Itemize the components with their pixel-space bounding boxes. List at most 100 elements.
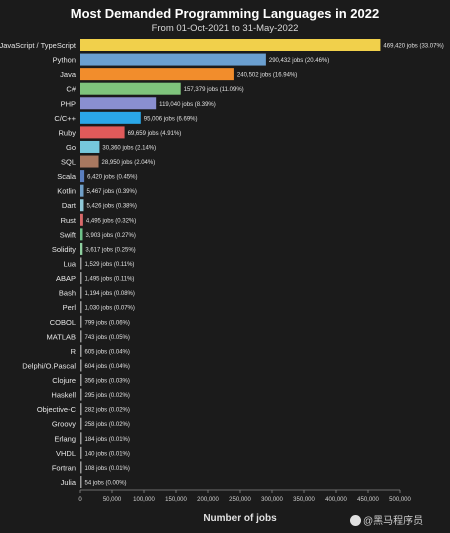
bar-matlab bbox=[80, 330, 82, 343]
data-label-javascript-typescript: 469,420 jobs (33.07%) bbox=[383, 44, 443, 50]
category-label-ruby: Ruby bbox=[58, 128, 76, 137]
category-label-solidity: Solidity bbox=[52, 245, 76, 254]
x-tick-label: 0 bbox=[78, 497, 82, 503]
data-label-java: 240,502 jobs (16.94%) bbox=[237, 73, 297, 79]
data-label-sql: 28,950 jobs (2.04%) bbox=[102, 160, 156, 166]
data-label-vhdl: 140 jobs (0.01%) bbox=[85, 451, 130, 457]
x-tick-label: 50,000 bbox=[103, 497, 122, 503]
bar-ruby bbox=[80, 126, 125, 139]
category-label-javascript-typescript: JavaScript / TypeScript bbox=[0, 41, 77, 50]
data-label-solidity: 3,617 jobs (0.25%) bbox=[85, 247, 135, 253]
category-label-delphi-o-pascal: Delphi/O.Pascal bbox=[22, 361, 76, 370]
data-label-delphi-o-pascal: 604 jobs (0.04%) bbox=[85, 364, 130, 370]
data-label-groovy: 258 jobs (0.02%) bbox=[85, 422, 130, 428]
category-label-haskell: Haskell bbox=[51, 391, 76, 400]
category-label-cobol: COBOL bbox=[50, 318, 76, 327]
data-label-c-c: 95,006 jobs (6.69%) bbox=[144, 116, 198, 122]
data-label-bash: 1,194 jobs (0.08%) bbox=[85, 291, 135, 297]
bar-swift bbox=[80, 228, 83, 241]
category-label-kotlin: Kotlin bbox=[57, 187, 76, 196]
bar-kotlin bbox=[80, 184, 84, 197]
category-label-groovy: Groovy bbox=[52, 420, 76, 429]
category-label-sql: SQL bbox=[61, 158, 76, 167]
bar-objective-c bbox=[80, 403, 82, 416]
category-label-lua: Lua bbox=[63, 260, 76, 269]
bar-rust bbox=[80, 213, 83, 226]
x-tick-label: 300,000 bbox=[261, 497, 283, 503]
bar-lua bbox=[80, 257, 82, 270]
x-tick-label: 250,000 bbox=[229, 497, 251, 503]
category-label-erlang: Erlang bbox=[54, 434, 76, 443]
category-label-swift: Swift bbox=[60, 230, 77, 239]
category-label-c: C# bbox=[66, 85, 76, 94]
data-label-cobol: 799 jobs (0.06%) bbox=[85, 320, 130, 326]
watermark-logo-icon bbox=[350, 515, 361, 526]
bar-julia bbox=[80, 476, 82, 488]
category-label-r: R bbox=[71, 347, 77, 356]
data-label-matlab: 743 jobs (0.05%) bbox=[85, 335, 130, 341]
data-label-go: 30,360 jobs (2.14%) bbox=[102, 145, 156, 151]
category-label-go: Go bbox=[66, 143, 76, 152]
category-label-clojure: Clojure bbox=[52, 376, 76, 385]
x-tick-label: 400,000 bbox=[325, 497, 347, 503]
x-tick-label: 350,000 bbox=[293, 497, 315, 503]
bar-go bbox=[80, 140, 100, 153]
data-label-erlang: 184 jobs (0.01%) bbox=[85, 437, 130, 443]
x-tick-label: 500,000 bbox=[389, 497, 411, 503]
bar-c bbox=[80, 82, 181, 95]
x-tick-label: 150,000 bbox=[165, 497, 187, 503]
category-label-julia: Julia bbox=[61, 478, 77, 487]
bar-java bbox=[80, 68, 234, 81]
bar-abap bbox=[80, 272, 82, 285]
bar-c-c bbox=[80, 111, 141, 124]
category-label-dart: Dart bbox=[62, 201, 77, 210]
bar-sql bbox=[80, 155, 99, 168]
bar-erlang bbox=[80, 432, 82, 445]
data-label-swift: 3,903 jobs (0.27%) bbox=[85, 233, 135, 239]
data-label-abap: 1,495 jobs (0.11%) bbox=[85, 277, 135, 283]
category-label-bash: Bash bbox=[59, 289, 76, 298]
data-label-rust: 4,495 jobs (0.32%) bbox=[86, 218, 136, 224]
bar-bash bbox=[80, 286, 82, 299]
chart-subtitle: From 01-Oct-2021 to 31-May-2022 bbox=[151, 23, 299, 34]
data-label-kotlin: 5,467 jobs (0.39%) bbox=[86, 189, 136, 195]
bar-javascript-typescript bbox=[80, 39, 381, 51]
bar-haskell bbox=[80, 388, 82, 401]
category-label-java: Java bbox=[60, 70, 77, 79]
watermark-text: @黑马程序员 bbox=[363, 516, 424, 527]
data-label-ruby: 69,659 jobs (4.91%) bbox=[128, 131, 182, 137]
x-tick-label: 450,000 bbox=[357, 497, 379, 503]
category-label-perl: Perl bbox=[63, 303, 77, 312]
x-axis: 0 50,000 100,000 150,000 200,000 250,000 300,0… bbox=[78, 489, 412, 503]
category-label-c-c: C/C++ bbox=[54, 114, 76, 123]
bar-dart bbox=[80, 199, 84, 212]
bar-vhdl bbox=[80, 446, 82, 459]
bar-delphi-o-pascal bbox=[80, 359, 82, 372]
chart-title: Most Demanded Programming Languages in 2… bbox=[70, 6, 380, 21]
bar-php bbox=[80, 97, 157, 110]
category-label-objective-c: Objective-C bbox=[37, 405, 77, 414]
data-label-dart: 5,426 jobs (0.38%) bbox=[86, 204, 136, 210]
x-tick-label: 100,000 bbox=[133, 497, 155, 503]
data-label-lua: 1,529 jobs (0.11%) bbox=[85, 262, 135, 268]
bar-python bbox=[80, 53, 266, 66]
x-tick-label: 200,000 bbox=[197, 497, 219, 503]
category-label-matlab: MATLAB bbox=[47, 332, 76, 341]
watermark: @黑马程序员 bbox=[350, 512, 423, 527]
data-label-perl: 1,030 jobs (0.07%) bbox=[85, 306, 135, 312]
category-label-scala: Scala bbox=[57, 172, 77, 181]
category-label-abap: ABAP bbox=[56, 274, 76, 283]
bar-fortran bbox=[80, 461, 82, 474]
category-label-vhdl: VHDL bbox=[56, 449, 76, 458]
data-label-c: 157,379 jobs (11.09%) bbox=[184, 87, 244, 93]
bar-perl bbox=[80, 301, 82, 314]
data-label-fortran: 108 jobs (0.01%) bbox=[85, 466, 130, 472]
data-label-clojure: 356 jobs (0.03%) bbox=[85, 379, 130, 385]
bar-clojure bbox=[80, 374, 82, 387]
bars-layer: JavaScript / TypeScript 469,420 jobs (33.… bbox=[0, 39, 444, 488]
bar-groovy bbox=[80, 417, 82, 430]
data-label-julia: 54 jobs (0.00%) bbox=[85, 481, 127, 487]
data-label-objective-c: 282 jobs (0.02%) bbox=[85, 408, 130, 414]
data-label-php: 119,040 jobs (8.39%) bbox=[159, 102, 216, 108]
